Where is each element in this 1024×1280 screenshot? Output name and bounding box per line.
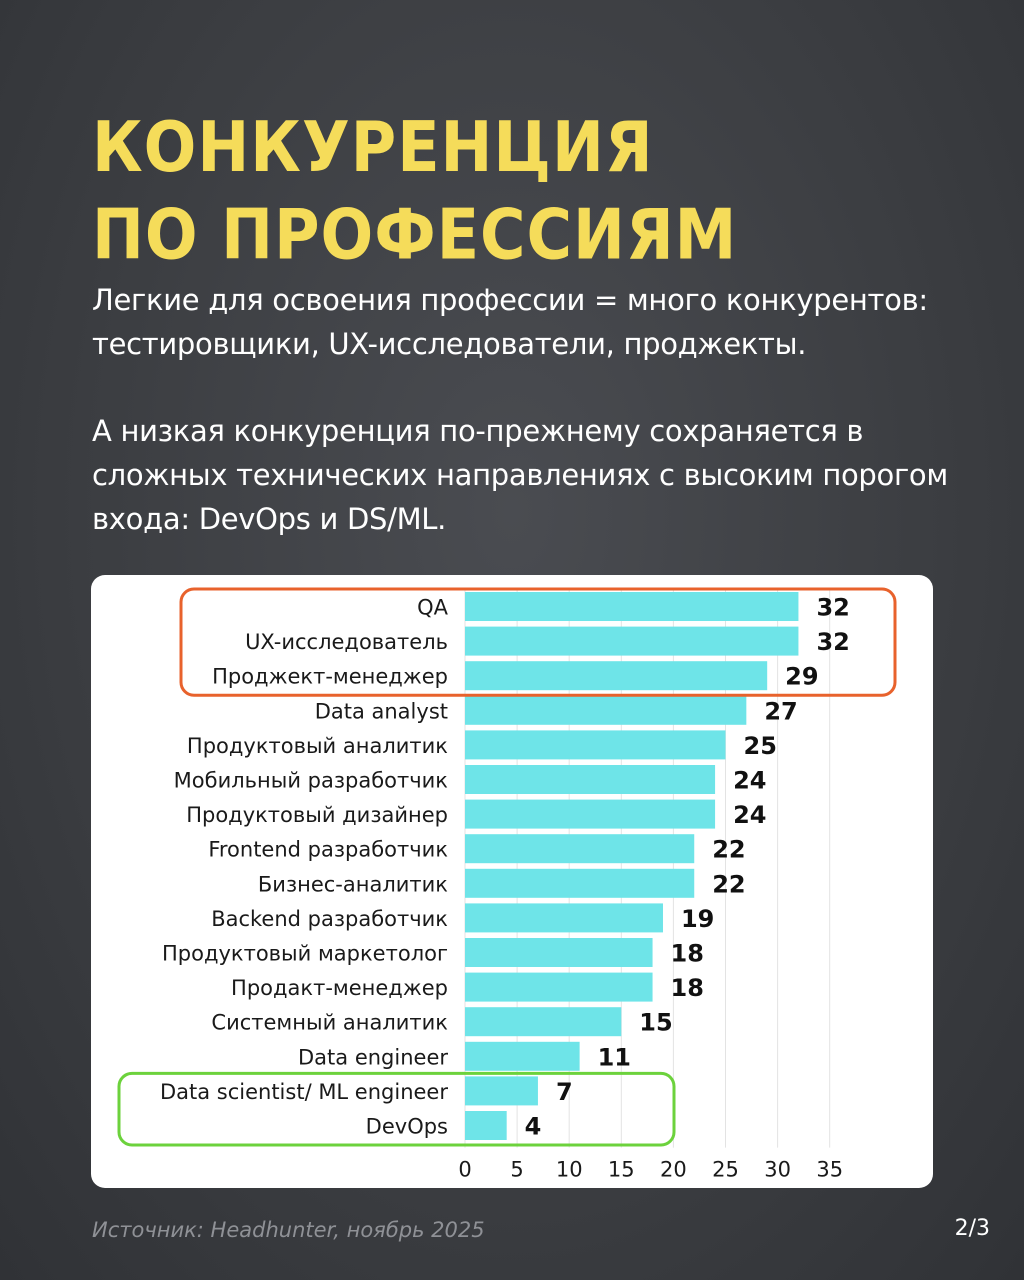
value-label: 32 (816, 594, 849, 622)
bar (465, 765, 716, 794)
category-label: Продакт-менеджер (231, 976, 448, 1000)
value-label: 22 (712, 870, 745, 898)
x-tick-label: 15 (608, 1158, 635, 1182)
value-label: 29 (785, 663, 818, 691)
x-tick-label: 20 (660, 1158, 687, 1182)
bar (465, 868, 695, 898)
bar (465, 972, 653, 1002)
bar (465, 1111, 507, 1140)
category-label: Data engineer (298, 1045, 448, 1069)
bar (465, 1007, 622, 1037)
bar (465, 938, 653, 967)
x-tick-label: 25 (712, 1158, 739, 1182)
bar (465, 730, 726, 760)
x-tick-label: 10 (556, 1158, 583, 1182)
value-label: 18 (671, 974, 704, 1002)
bar (465, 592, 799, 621)
bar (465, 1076, 538, 1106)
value-label: 15 (639, 1009, 672, 1037)
category-label: Мобильный разработчик (174, 769, 448, 793)
source-caption: Источник: Headhunter, ноябрь 2025 (92, 1218, 485, 1242)
value-label: 32 (816, 628, 849, 656)
value-label: 22 (712, 836, 745, 864)
bar (465, 626, 799, 656)
second-paragraph: А низкая конкуренция по-прежнему сохраня… (92, 414, 948, 536)
category-label: Продуктовый дизайнер (186, 803, 448, 827)
category-label: Backend разработчик (211, 907, 448, 931)
value-label: 18 (671, 940, 704, 968)
x-tick-label: 35 (816, 1158, 843, 1182)
value-label: 19 (681, 905, 714, 933)
value-label: 7 (556, 1078, 573, 1106)
high-competition-highlight (179, 587, 897, 697)
value-label: 24 (733, 767, 766, 795)
bar-chart: QA 32 UX-исследователь 32 Проджект-менеджер 2… (117, 587, 897, 1182)
bar (465, 834, 695, 864)
x-tick-label: 5 (510, 1158, 523, 1182)
low-competition-highlight (117, 1071, 676, 1147)
bar (465, 799, 716, 829)
category-label: Системный аналитик (211, 1011, 448, 1035)
x-tick-label: 0 (458, 1158, 471, 1182)
category-label: Data scientist/ ML engineer (160, 1080, 448, 1104)
page-title: Конкуренция по профессиям (92, 104, 737, 279)
intro-paragraph: Легкие для освоения профессии = много ко… (92, 283, 928, 361)
category-label: Продуктовый аналитик (187, 734, 448, 758)
x-tick-label: 30 (764, 1158, 791, 1182)
category-label: Бизнес-аналитик (258, 872, 448, 896)
bar (465, 695, 747, 725)
category-label: Data analyst (315, 699, 448, 723)
value-label: 11 (598, 1043, 631, 1071)
value-label: 25 (744, 732, 777, 760)
category-label: Frontend разработчик (208, 838, 448, 862)
category-label: UX-исследователь (245, 630, 448, 654)
category-label: Проджект-менеджер (212, 665, 448, 689)
bar (465, 1041, 580, 1071)
title-line-1: Конкуренция (92, 106, 654, 188)
category-label: QA (417, 596, 449, 620)
bar (465, 903, 663, 933)
value-label: 4 (525, 1113, 542, 1141)
value-label: 24 (733, 801, 766, 829)
chart-card: QA 32 UX-исследователь 32 Проджект-менеджер 2… (91, 575, 933, 1188)
category-label: Продуктовый маркетолог (162, 942, 448, 966)
page-number: 2/3 (954, 1216, 990, 1241)
bar (465, 661, 768, 691)
value-label: 27 (764, 697, 797, 725)
title-line-2: по профессиям (92, 193, 738, 276)
category-label: DevOps (366, 1115, 448, 1139)
